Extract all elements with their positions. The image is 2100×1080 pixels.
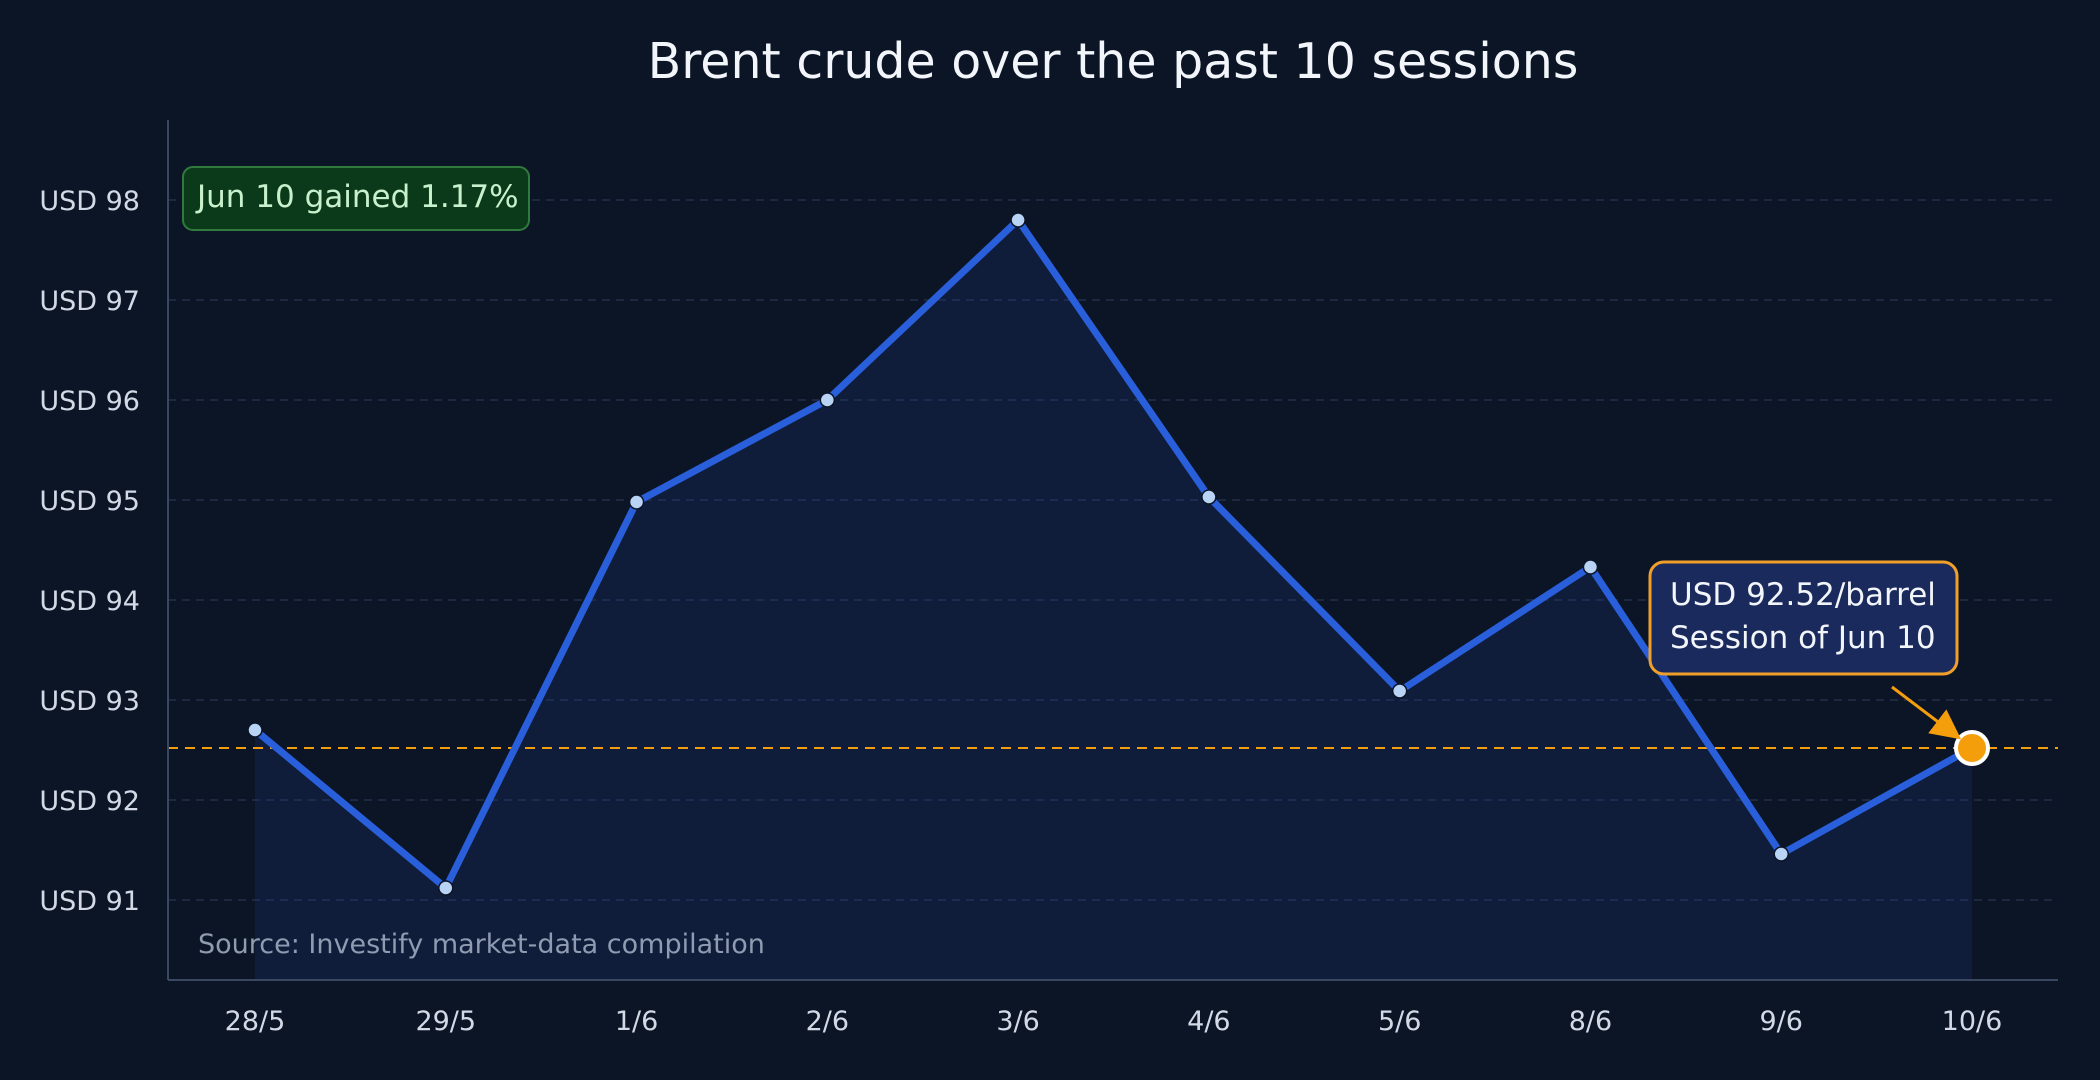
x-tick-label: 3/6 xyxy=(996,1006,1039,1037)
chart-title: Brent crude over the past 10 sessions xyxy=(648,33,1579,90)
x-tick-label: 29/5 xyxy=(415,1006,476,1037)
y-tick-label: USD 95 xyxy=(39,486,140,517)
data-point xyxy=(1391,683,1408,699)
x-tick-label: 5/6 xyxy=(1378,1006,1421,1037)
data-point xyxy=(1773,846,1789,862)
y-axis-tick-labels: USD 91 USD 92 USD 93 USD 94 USD 95 USD 96 USD … xyxy=(39,186,140,917)
price-callout-line-1: USD 92.52/barrel xyxy=(1670,577,1936,613)
y-tick-label: USD 91 xyxy=(39,886,140,917)
price-callout-line-2: Session of Jun 10 xyxy=(1670,620,1936,656)
y-tick-label: USD 92 xyxy=(39,786,140,817)
grid-lines xyxy=(168,199,2058,901)
x-tick-label: 9/6 xyxy=(1759,1006,1802,1037)
data-point xyxy=(628,494,645,510)
y-tick-label: USD 96 xyxy=(39,386,140,417)
source-note: Source: Investify market-data compilatio… xyxy=(198,929,765,960)
area-fill xyxy=(255,220,1972,980)
y-tick-label: USD 97 xyxy=(39,286,140,317)
x-tick-label: 8/6 xyxy=(1569,1006,1612,1037)
highlight-point xyxy=(1954,730,1990,766)
change-badge-box xyxy=(182,166,530,231)
data-point xyxy=(438,880,454,896)
x-tick-label: 2/6 xyxy=(806,1006,849,1037)
data-points xyxy=(247,212,1990,896)
data-point xyxy=(1010,212,1026,228)
data-point xyxy=(1201,489,1217,505)
callout-arrow xyxy=(1891,685,1962,740)
price-callout-box xyxy=(1648,560,1959,676)
data-point xyxy=(819,392,836,408)
data-point xyxy=(1582,559,1599,575)
y-tick-label: USD 93 xyxy=(39,686,140,717)
x-axis-tick-labels: 28/5 29/5 1/6 2/6 3/6 4/6 5/6 8/6 9/6 10/6 xyxy=(225,1006,2003,1037)
x-tick-label: 4/6 xyxy=(1187,1006,1230,1037)
y-tick-label: USD 98 xyxy=(39,186,140,217)
data-point xyxy=(247,722,263,738)
x-tick-label: 10/6 xyxy=(1942,1006,2003,1037)
price-callout: USD 92.52/barrel Session of Jun 10 xyxy=(1648,560,1962,740)
x-tick-label: 1/6 xyxy=(615,1006,658,1037)
y-tick-label: USD 94 xyxy=(39,586,140,617)
change-badge-text: Jun 10 gained 1.17% xyxy=(195,179,519,215)
x-tick-label: 28/5 xyxy=(225,1006,286,1037)
change-badge: Jun 10 gained 1.17% xyxy=(182,166,530,231)
series-line xyxy=(251,216,1976,892)
